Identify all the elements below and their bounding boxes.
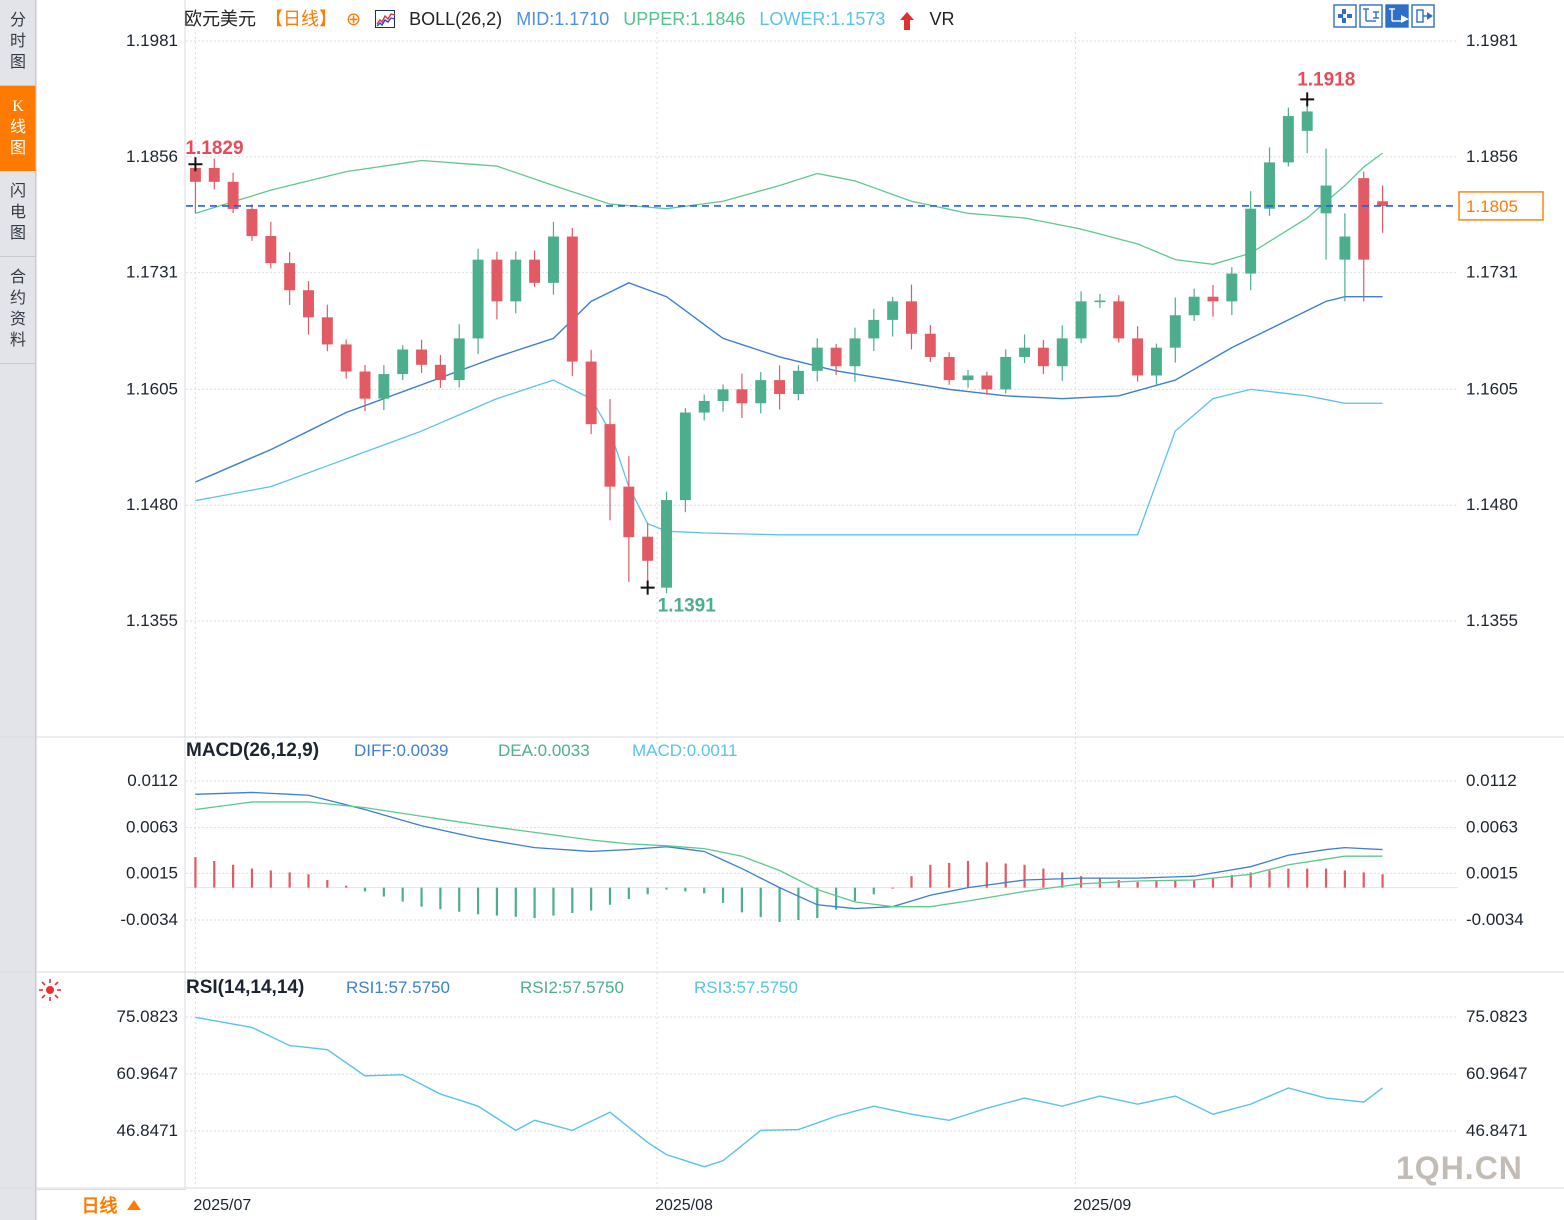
svg-text:46.8471: 46.8471 — [117, 1121, 178, 1140]
svg-text:75.0823: 75.0823 — [117, 1007, 178, 1026]
svg-text:-0.0034: -0.0034 — [1466, 910, 1524, 929]
svg-text:1.1856: 1.1856 — [126, 147, 178, 166]
svg-text:1.1918: 1.1918 — [1297, 69, 1355, 90]
svg-text:DIFF:0.0039: DIFF:0.0039 — [354, 741, 449, 760]
svg-text:MACD(26,12,9): MACD(26,12,9) — [186, 740, 319, 761]
svg-text:RSI1:57.5750: RSI1:57.5750 — [346, 978, 450, 997]
svg-text:46.8471: 46.8471 — [1466, 1121, 1527, 1140]
svg-text:0.0015: 0.0015 — [126, 863, 178, 882]
svg-text:1.1605: 1.1605 — [1466, 379, 1518, 398]
svg-text:2025/07: 2025/07 — [193, 1197, 251, 1214]
svg-text:1.1981: 1.1981 — [1466, 31, 1518, 50]
svg-text:1.1480: 1.1480 — [126, 495, 178, 514]
svg-text:1.1391: 1.1391 — [658, 596, 717, 617]
svg-text:0.0112: 0.0112 — [1466, 771, 1517, 790]
svg-text:0.0063: 0.0063 — [126, 818, 178, 837]
svg-text:1.1605: 1.1605 — [126, 379, 178, 398]
svg-text:DEA:0.0033: DEA:0.0033 — [498, 741, 590, 760]
svg-text:0.0063: 0.0063 — [1466, 818, 1518, 837]
svg-text:2025/08: 2025/08 — [655, 1197, 713, 1214]
svg-text:1.1355: 1.1355 — [1466, 611, 1518, 630]
svg-text:60.9647: 60.9647 — [117, 1064, 178, 1083]
svg-text:RSI3:57.5750: RSI3:57.5750 — [694, 978, 798, 997]
svg-text:1.1480: 1.1480 — [1466, 495, 1518, 514]
svg-text:RSI2:57.5750: RSI2:57.5750 — [520, 978, 624, 997]
svg-text:0.0015: 0.0015 — [1466, 863, 1518, 882]
svg-text:1.1829: 1.1829 — [185, 138, 243, 159]
svg-text:1.1731: 1.1731 — [1466, 263, 1518, 282]
svg-text:75.0823: 75.0823 — [1466, 1007, 1527, 1026]
svg-text:-0.0034: -0.0034 — [120, 910, 178, 929]
svg-text:RSI(14,14,14): RSI(14,14,14) — [186, 977, 304, 998]
svg-text:1.1805: 1.1805 — [1466, 197, 1518, 216]
svg-text:1.1856: 1.1856 — [1466, 147, 1518, 166]
svg-text:2025/09: 2025/09 — [1073, 1197, 1131, 1214]
svg-text:60.9647: 60.9647 — [1466, 1064, 1527, 1083]
svg-text:1.1981: 1.1981 — [126, 31, 178, 50]
svg-text:MACD:0.0011: MACD:0.0011 — [632, 741, 738, 760]
svg-text:1.1731: 1.1731 — [126, 263, 178, 282]
svg-text:0.0112: 0.0112 — [127, 771, 178, 790]
svg-text:1.1355: 1.1355 — [126, 611, 178, 630]
